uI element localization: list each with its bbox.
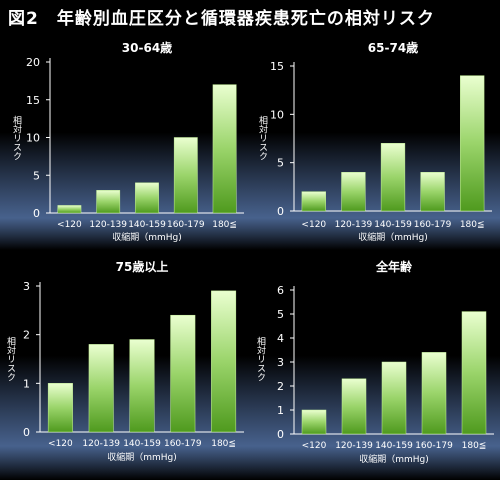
bar — [380, 143, 406, 212]
y-tick-label: 1 — [277, 404, 284, 417]
x-tick-label: 140-159 — [375, 441, 413, 451]
x-axis-label: 収縮期（mmHg) — [359, 453, 429, 465]
x-tick-label: 120-139 — [335, 220, 373, 230]
chart-svg-30-64: 30-64歳 0 5 10 15 20 <120 120-139 140-159 160-179 1… — [0, 36, 250, 250]
panel-title: 75歳以上 — [116, 259, 169, 274]
x-axis-label: 収縮期（mmHg) — [107, 451, 177, 463]
x-tick-label: 120-139 — [335, 441, 373, 451]
x-tick-label: <120 — [301, 220, 326, 230]
x-tick-label: 180≦ — [462, 441, 487, 451]
y-axis-label: 相対リスク — [257, 114, 268, 160]
bar — [341, 172, 366, 212]
chart-svg-all-ages: 全年齢 0 1 2 3 4 5 6 <120 120-139 140-159 160-179 180≦ 収… — [250, 254, 500, 480]
bar — [381, 361, 407, 435]
chart-svg-65-74: 65-74歳 0 5 10 15 <120 120-139 140-159 160-179 180… — [250, 36, 500, 250]
y-tick-label: 5 — [277, 157, 284, 170]
x-axis-label: 収縮期（mmHg) — [112, 231, 182, 243]
bar — [96, 190, 121, 214]
x-tick-label: <120 — [48, 439, 73, 449]
y-tick-label: 10 — [270, 108, 284, 121]
y-tick-label: 2 — [277, 380, 284, 393]
y-tick-label: 0 — [33, 207, 40, 220]
bar — [341, 378, 367, 435]
y-tick-label: 0 — [277, 428, 284, 441]
bar — [421, 352, 447, 435]
bar — [170, 314, 196, 433]
y-tick-label: 1 — [23, 377, 30, 390]
bar — [461, 311, 487, 435]
y-tick-label: 15 — [270, 60, 284, 73]
y-tick-label: 10 — [26, 132, 40, 145]
chart-svg-75-plus: 75歳以上 0 1 2 3 <120 120-139 140-159 160-179 180≦ 収縮… — [0, 254, 250, 480]
x-axis-label: 収縮期（mmHg) — [358, 231, 428, 243]
y-tick-label: 5 — [277, 308, 284, 321]
y-tick-label: 2 — [23, 329, 30, 342]
x-tick-label: 180≦ — [460, 220, 485, 230]
bar — [212, 84, 237, 214]
x-tick-label: 180≦ — [211, 439, 236, 449]
bar — [301, 409, 327, 435]
x-tick-label: <120 — [57, 220, 82, 230]
chart-panel-all-ages: 全年齢 0 1 2 3 4 5 6 <120 120-139 140-159 160-179 180≦ 収… — [250, 254, 500, 480]
y-tick-label: 5 — [33, 169, 40, 182]
x-tick-label: 160-179 — [164, 439, 202, 449]
x-tick-label: 140-159 — [374, 220, 412, 230]
bar — [460, 75, 485, 212]
bar — [57, 205, 82, 214]
x-tick-label: 140-159 — [123, 439, 161, 449]
bar — [47, 383, 73, 433]
figure-title: 図2 年齢別血圧区分と循環器疾患死亡の相対リスク — [8, 9, 435, 29]
panel-title: 全年齢 — [375, 259, 413, 274]
y-tick-label: 4 — [277, 332, 284, 345]
chart-panel-30-64: 30-64歳 0 5 10 15 20 <120 120-139 140-159 160-179 1… — [0, 36, 250, 250]
bar — [173, 137, 198, 214]
y-tick-label: 6 — [277, 284, 284, 297]
x-tick-label: 180≦ — [212, 220, 237, 230]
x-tick-label: 160-179 — [415, 441, 453, 451]
y-tick-label: 3 — [23, 280, 30, 293]
chart-panel-65-74: 65-74歳 0 5 10 15 <120 120-139 140-159 160-179 180… — [250, 36, 500, 250]
y-tick-label: 15 — [26, 94, 40, 107]
x-tick-label: <120 — [302, 441, 327, 451]
bar — [135, 182, 159, 214]
x-tick-label: 160-179 — [414, 220, 452, 230]
x-tick-label: 140-159 — [128, 220, 166, 230]
panel-background — [250, 254, 500, 480]
panel-title: 65-74歳 — [368, 40, 418, 55]
bar — [211, 290, 237, 433]
bar — [88, 344, 114, 433]
panel-title: 30-64歳 — [122, 40, 172, 55]
y-tick-label: 0 — [277, 205, 284, 218]
y-tick-label: 3 — [277, 356, 284, 369]
bar — [301, 191, 326, 212]
panel-background — [0, 254, 250, 480]
bar — [129, 339, 155, 433]
x-tick-label: 120-139 — [82, 439, 120, 449]
panel-background — [250, 36, 500, 250]
y-axis-label: 相対リスク — [11, 114, 22, 160]
y-tick-label: 0 — [23, 426, 30, 439]
x-tick-label: 160-179 — [167, 220, 205, 230]
y-axis-label: 相対リスク — [255, 335, 266, 381]
chart-panel-75-plus: 75歳以上 0 1 2 3 <120 120-139 140-159 160-179 180≦ 収縮… — [0, 254, 250, 480]
panel-background — [0, 36, 250, 250]
bar — [420, 172, 445, 212]
y-axis-label: 相対リスク — [5, 335, 16, 381]
y-tick-label: 20 — [26, 56, 40, 69]
x-tick-label: 120-139 — [89, 220, 127, 230]
